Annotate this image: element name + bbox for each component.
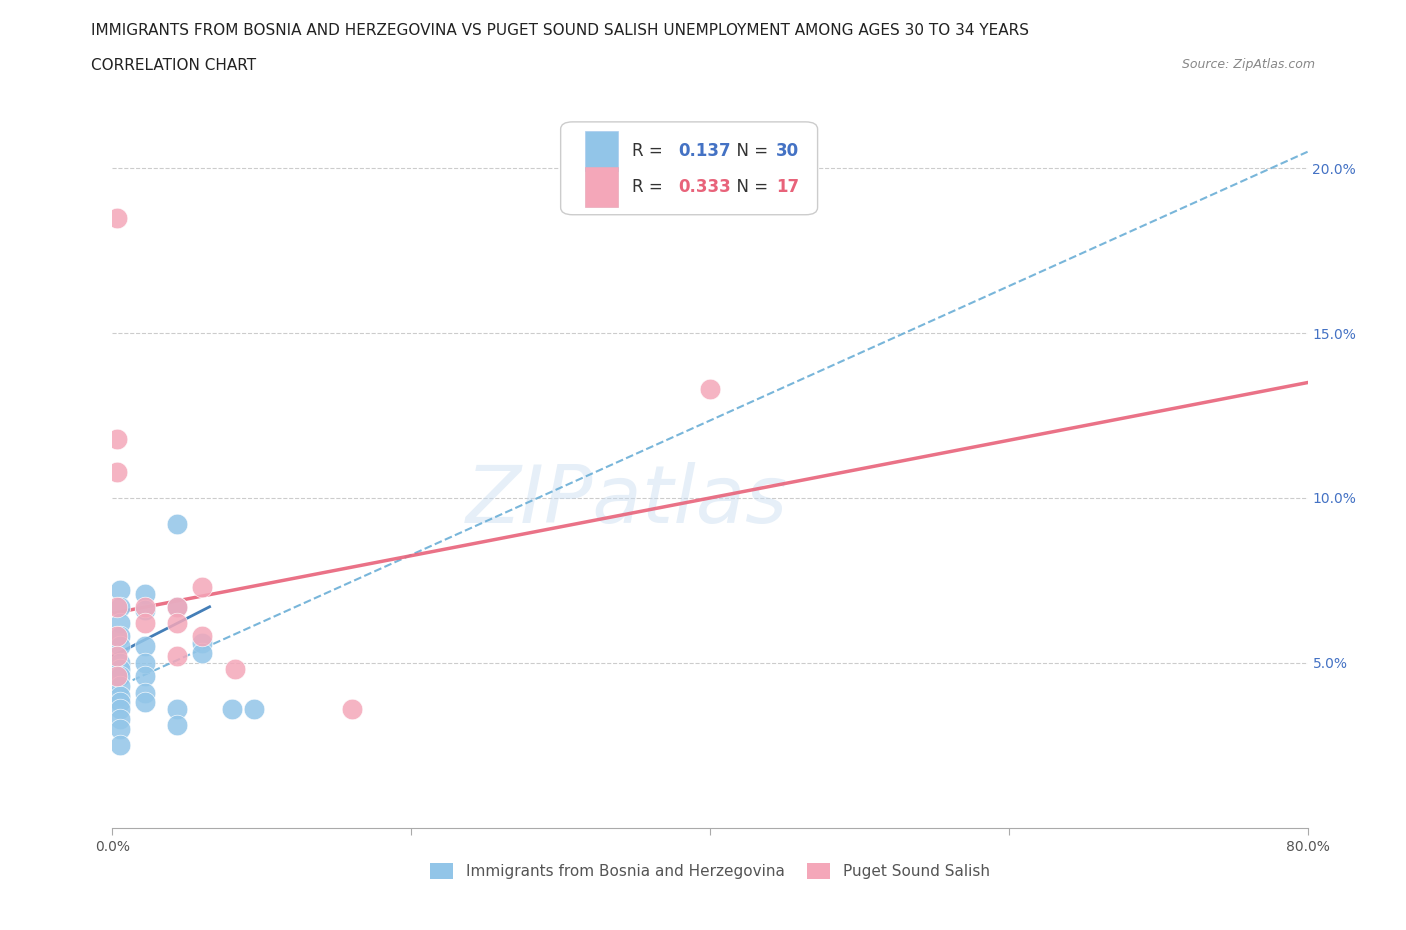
Point: [224, 662, 246, 677]
FancyBboxPatch shape: [561, 122, 818, 215]
Point: [134, 639, 156, 654]
Point: [340, 701, 363, 716]
Point: [105, 432, 128, 446]
Point: [221, 701, 243, 716]
Point: [166, 701, 188, 716]
Point: [134, 586, 156, 601]
Point: [134, 603, 156, 618]
Point: [108, 688, 131, 703]
Point: [105, 649, 128, 664]
Text: 0.137: 0.137: [678, 142, 730, 160]
Point: [108, 669, 131, 684]
Point: [105, 669, 128, 684]
Point: [108, 583, 131, 598]
Point: [166, 599, 188, 614]
Point: [105, 629, 128, 644]
Text: IMMIGRANTS FROM BOSNIA AND HERZEGOVINA VS PUGET SOUND SALISH UNEMPLOYMENT AMONG : IMMIGRANTS FROM BOSNIA AND HERZEGOVINA V…: [91, 23, 1029, 38]
Point: [134, 669, 156, 684]
Point: [108, 711, 131, 726]
Point: [108, 695, 131, 710]
Point: [191, 645, 214, 660]
Point: [134, 656, 156, 671]
Point: [166, 599, 188, 614]
Text: R =: R =: [633, 142, 668, 160]
Point: [108, 737, 131, 752]
Text: 30: 30: [776, 142, 799, 160]
Point: [108, 599, 131, 614]
Text: 0.333: 0.333: [678, 179, 731, 196]
FancyBboxPatch shape: [585, 167, 619, 207]
FancyBboxPatch shape: [585, 131, 619, 171]
Point: [108, 639, 131, 654]
Point: [166, 616, 188, 631]
Text: ZIPatlas: ZIPatlas: [465, 462, 787, 540]
Point: [243, 701, 266, 716]
Point: [699, 381, 721, 396]
Point: [134, 685, 156, 700]
Point: [108, 616, 131, 631]
Point: [108, 629, 131, 644]
Point: [105, 464, 128, 479]
Point: [105, 210, 128, 225]
Legend: Immigrants from Bosnia and Herzegovina, Puget Sound Salish: Immigrants from Bosnia and Herzegovina, …: [425, 857, 995, 885]
Point: [134, 616, 156, 631]
Point: [108, 662, 131, 677]
Point: [108, 656, 131, 671]
Point: [191, 629, 214, 644]
Text: 17: 17: [776, 179, 799, 196]
Text: Source: ZipAtlas.com: Source: ZipAtlas.com: [1181, 58, 1315, 71]
Point: [166, 517, 188, 532]
Point: [166, 649, 188, 664]
Point: [108, 679, 131, 694]
Point: [105, 599, 128, 614]
Point: [191, 635, 214, 650]
Text: N =: N =: [725, 142, 773, 160]
Text: R =: R =: [633, 179, 668, 196]
Point: [134, 599, 156, 614]
Point: [108, 722, 131, 737]
Point: [166, 718, 188, 733]
Text: CORRELATION CHART: CORRELATION CHART: [91, 58, 256, 73]
Point: [191, 579, 214, 594]
Text: N =: N =: [725, 179, 773, 196]
Point: [108, 701, 131, 716]
Point: [134, 695, 156, 710]
